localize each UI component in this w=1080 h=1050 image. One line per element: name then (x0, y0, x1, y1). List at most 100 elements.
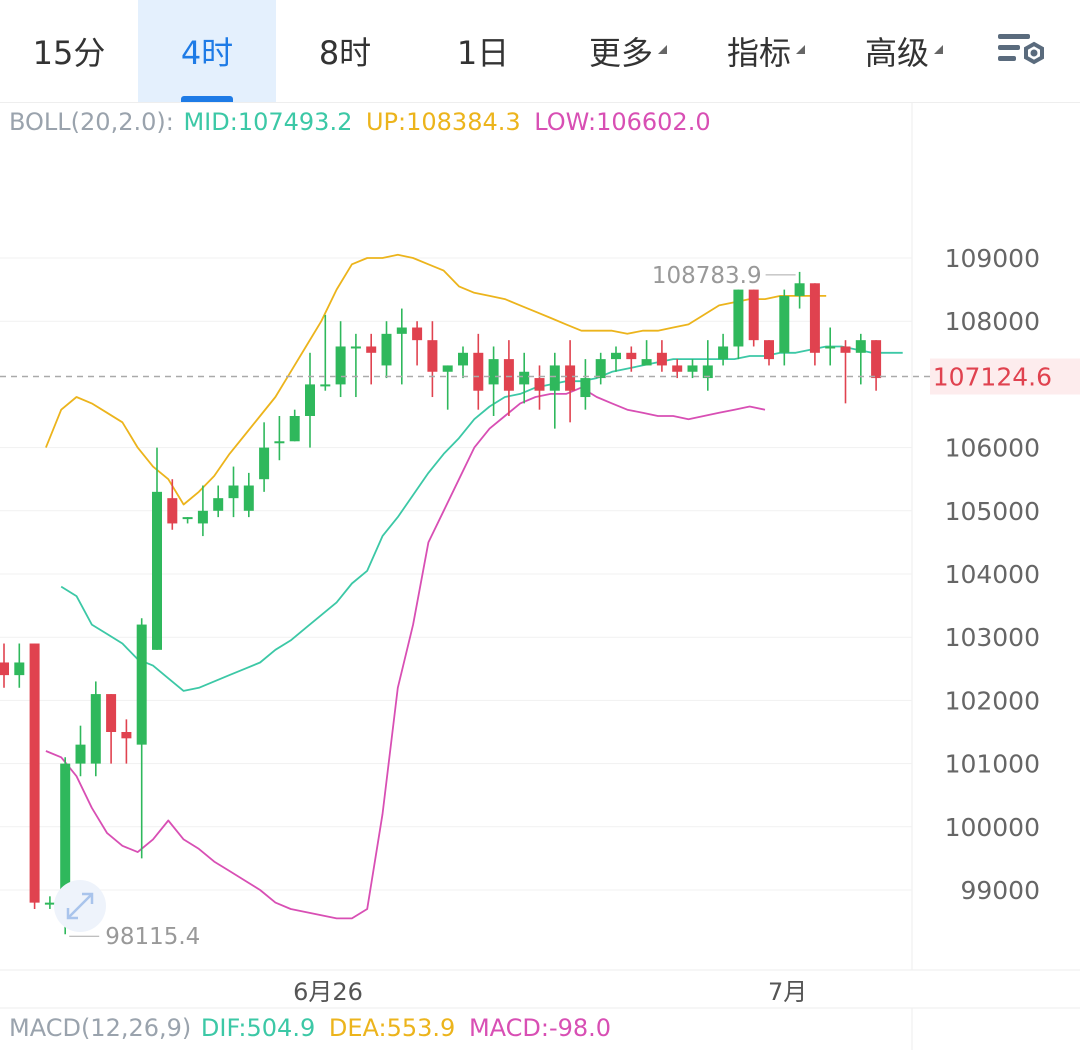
candle-body (687, 365, 698, 372)
macd-legend: MACD(12,26,9) DIF:504.9 DEA:553.9 MACD:-… (9, 1014, 617, 1042)
candle-body (381, 333, 392, 366)
candle-body (29, 643, 40, 903)
candle-body (534, 378, 545, 391)
macd-legend-dif: DIF:504.9 (200, 1014, 316, 1042)
candle-body (350, 346, 361, 349)
candle-body (75, 744, 86, 764)
candle-body (305, 384, 315, 416)
candle-body (320, 384, 331, 387)
y-tick-label: 108000 (945, 307, 1040, 336)
candle-body (14, 662, 25, 676)
boll-legend-low: LOW:106602.0 (534, 108, 711, 136)
candle-body (748, 289, 759, 341)
candle-body (335, 346, 346, 385)
y-tick-label: 101000 (945, 750, 1040, 779)
candle-body (243, 485, 254, 511)
candle-body (595, 359, 606, 379)
tab-label: 高级 (865, 28, 943, 74)
candle-body (60, 763, 71, 897)
tab-5[interactable]: 更多 (552, 0, 690, 102)
expand-chart-icon-part (66, 908, 78, 920)
boll-lower-line (45, 386, 766, 920)
tab-1[interactable]: 15分 (0, 0, 138, 102)
candle-body (871, 340, 882, 379)
macd-legend-name: MACD(12,26,9) (9, 1014, 192, 1042)
dropdown-caret-icon (934, 45, 943, 54)
candle-body (0, 662, 9, 676)
active-tab-indicator (181, 96, 233, 102)
expand-chart-icon[interactable] (54, 880, 106, 932)
candle-body (794, 283, 805, 296)
candle-body (702, 365, 713, 379)
candle-body (274, 441, 285, 444)
macd-legend-dea: DEA:553.9 (328, 1014, 456, 1042)
tab-label: 8时 (318, 34, 372, 72)
candle-body (366, 346, 377, 353)
candle-body (90, 694, 101, 764)
chart-settings-button[interactable] (996, 30, 1050, 74)
candle-body (427, 340, 438, 372)
dropdown-caret-icon (796, 45, 805, 54)
tab-3[interactable]: 8时 (276, 0, 414, 102)
max-price-label: 108783.9 (652, 263, 762, 289)
candle-body (809, 283, 820, 353)
boll-legend-name: BOLL(20,2.0): (9, 108, 174, 136)
boll-legend-mid: MID:107493.2 (183, 108, 353, 136)
boll-legend: BOLL(20,2.0): MID:107493.2 UP:108384.3 L… (9, 108, 717, 136)
boll-upper-line (45, 253, 827, 506)
y-tick-label: 106000 (945, 434, 1040, 463)
tab-4[interactable]: 1日 (414, 0, 552, 102)
candle-body (259, 447, 270, 480)
candle-body (136, 624, 147, 745)
y-tick-label: 100000 (945, 813, 1040, 842)
candle-body (519, 371, 530, 385)
candle-body (488, 359, 499, 385)
candle-body (412, 327, 423, 341)
candle-body (733, 289, 744, 347)
tab-7[interactable]: 高级 (828, 0, 966, 102)
candle-body (718, 346, 729, 360)
candle-body (656, 352, 667, 366)
candle-body (779, 295, 790, 353)
y-tick-label: 103000 (945, 623, 1040, 652)
candle-body (458, 352, 468, 366)
y-tick-label: 102000 (945, 686, 1040, 715)
candle-body (641, 359, 652, 366)
y-tick-label: 104000 (945, 560, 1040, 589)
period-tab-bar: 15分 4时 8时 1日 更多 指标 高级 (0, 0, 1080, 103)
tab-label: 更多 (589, 28, 667, 74)
y-tick-label: 99000 (960, 876, 1040, 905)
tab-label: 15分 (32, 34, 106, 72)
y-tick-label: 105000 (945, 497, 1040, 526)
candle-body (152, 491, 162, 650)
tab-2[interactable]: 4时 (138, 0, 276, 102)
dropdown-caret-icon (658, 45, 667, 54)
candle-body (549, 365, 560, 391)
last-price-label: 107124.6 (933, 363, 1052, 392)
candle-body (396, 327, 407, 334)
expand-chart-icon-part (67, 893, 93, 919)
tab-6[interactable]: 指标 (690, 0, 828, 102)
boll-mid-line (60, 345, 903, 692)
boll-legend-up: UP:108384.3 (365, 108, 521, 136)
candle-body (182, 517, 193, 520)
candle-body (228, 485, 239, 499)
candle-body (442, 365, 453, 372)
expand-chart-icon-part (82, 892, 94, 904)
candle-body (213, 498, 224, 511)
candle-body (825, 346, 836, 349)
x-tick-label: 7月 (768, 978, 807, 1006)
candle-body (503, 359, 514, 391)
candle-body (121, 732, 132, 739)
min-price-label: 98115.4 (105, 924, 200, 950)
candle-body (626, 352, 637, 360)
chart-settings-icon (998, 34, 1044, 65)
y-tick-label: 109000 (945, 244, 1040, 273)
candle-body (106, 694, 117, 732)
candle-body (44, 902, 55, 905)
tab-label: 指标 (727, 28, 805, 74)
macd-legend-macd: MACD:-98.0 (468, 1014, 612, 1042)
tab-label: 4时 (180, 34, 234, 72)
candle-body (611, 352, 621, 360)
